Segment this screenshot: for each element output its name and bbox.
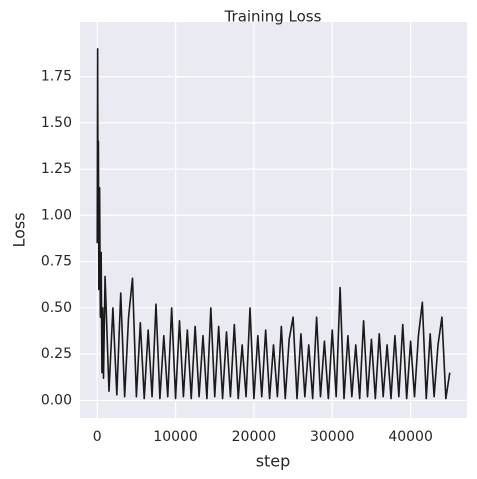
chart-title: Training Loss xyxy=(224,8,322,26)
x-tick-label: 40000 xyxy=(388,429,433,445)
x-tick-label: 0 xyxy=(93,429,102,445)
y-tick-label: 0.50 xyxy=(41,300,72,316)
x-tick-label: 10000 xyxy=(153,429,198,445)
loss-line xyxy=(96,48,451,400)
y-tick-label: 0.75 xyxy=(41,254,72,270)
y-tick-label: 1.75 xyxy=(41,69,72,85)
y-tick-label: 1.00 xyxy=(41,207,72,223)
y-axis-label: Loss xyxy=(10,212,29,247)
y-tick-label: 0.00 xyxy=(41,392,72,408)
x-axis-label: step xyxy=(256,452,291,471)
x-tick-label: 20000 xyxy=(232,429,277,445)
x-tick-label: 30000 xyxy=(310,429,355,445)
y-tick-label: 1.50 xyxy=(41,115,72,131)
y-tick-label: 1.25 xyxy=(41,161,72,177)
y-tick-label: 0.25 xyxy=(41,346,72,362)
